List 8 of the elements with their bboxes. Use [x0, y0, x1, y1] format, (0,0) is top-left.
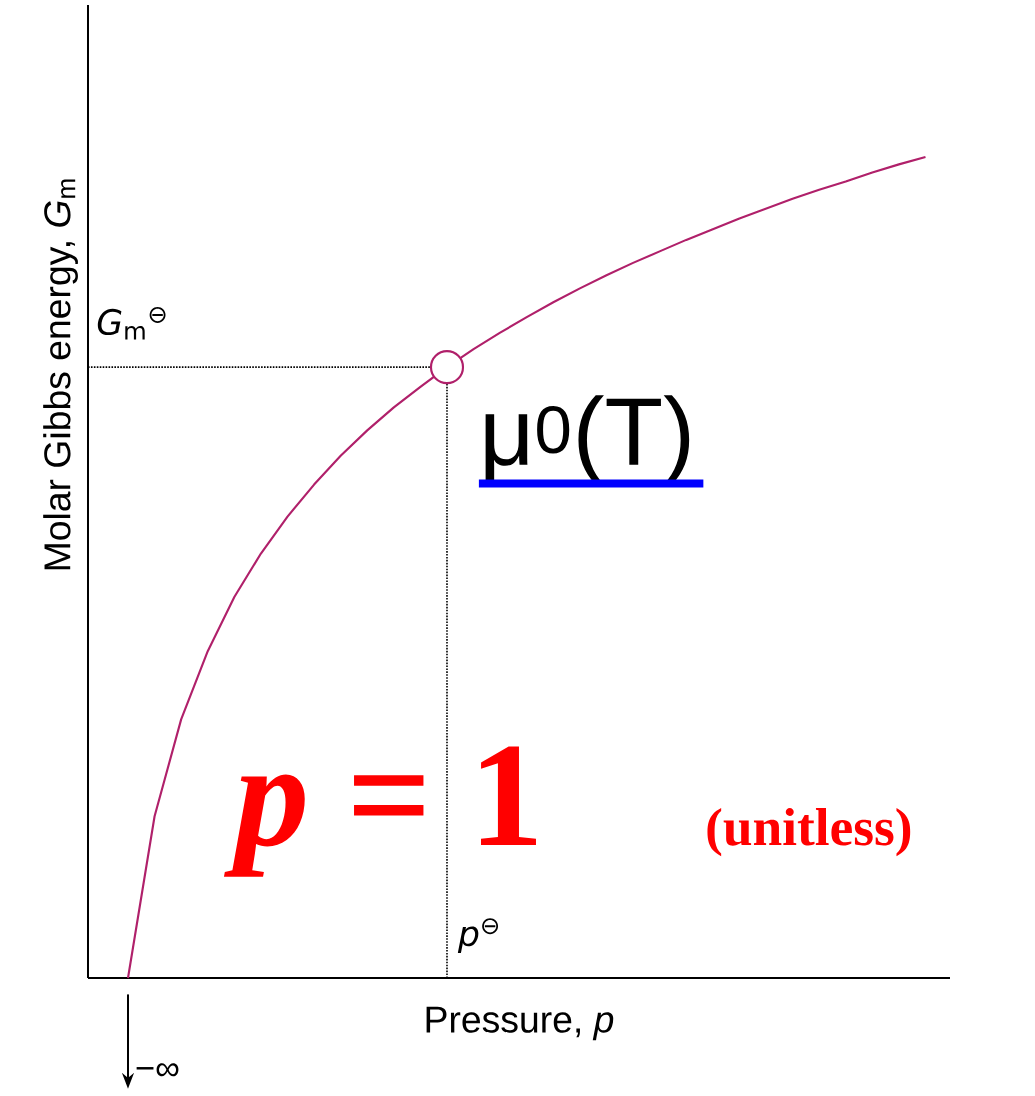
- ref-line-label: G$_{m}$⊖: [97, 307, 166, 340]
- annotation: (unitless): [707, 808, 911, 857]
- annotation: p$^{⊖}$: [457, 918, 499, 954]
- x-axis-title: Pressure, p: [426, 1006, 614, 1041]
- annotation: μ$^{0}$(T): [485, 395, 690, 485]
- annotation: p = 1: [223, 746, 536, 877]
- text: −∞: [136, 1063, 179, 1077]
- y-axis-title: Molar Gibbs energy, G$_{m}$: [43, 179, 78, 570]
